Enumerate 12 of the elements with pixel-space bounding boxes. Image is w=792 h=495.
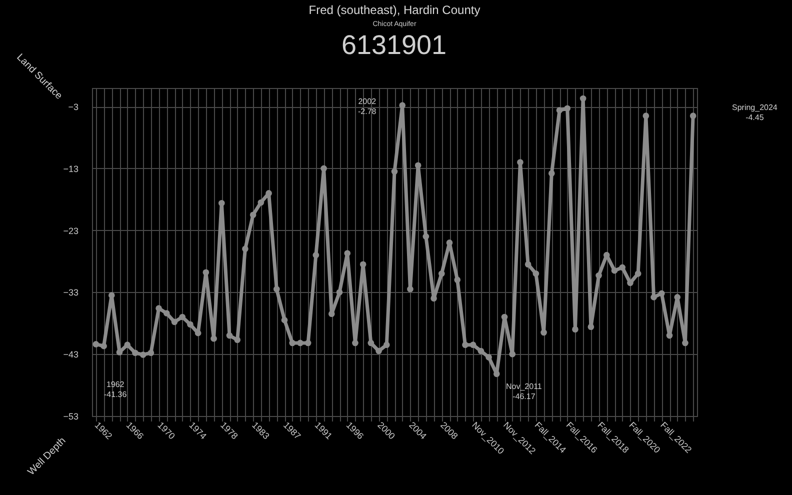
y-tick-label: −43	[63, 350, 78, 360]
text: 6131901	[340, 30, 448, 61]
annotation: 2002 -2.78	[358, 97, 376, 117]
text: Spring_2024 -4.45	[732, 103, 778, 123]
chart-title: Fred (southeast), Hardin County	[308, 3, 480, 17]
annotation: Nov_2011 -46.17	[506, 382, 542, 402]
y-tick-label: −53	[63, 412, 78, 422]
annotation: 1962 -41.36	[104, 380, 127, 400]
y-tick-label: −3	[68, 102, 78, 112]
y-tick-label: −13	[63, 164, 78, 174]
y-tick-label: −33	[63, 288, 78, 298]
y-tick-label: −23	[63, 226, 78, 236]
